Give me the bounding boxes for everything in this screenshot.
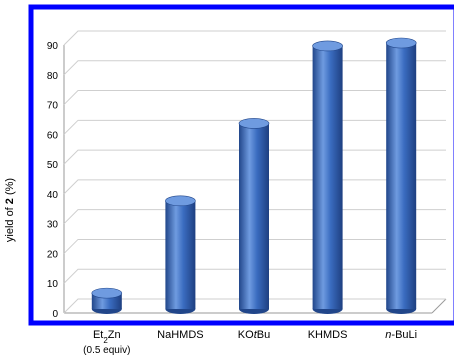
bar-top bbox=[91, 287, 123, 299]
y-tick-label: 0 bbox=[52, 309, 58, 320]
bar-body bbox=[386, 43, 417, 309]
bar bbox=[165, 195, 196, 314]
bar-body bbox=[239, 123, 269, 310]
x-tick-label-line2: (0.5 equiv) bbox=[83, 345, 130, 356]
y-tick-label: 40 bbox=[47, 190, 59, 201]
y-axis-label: yield of 2 (%) bbox=[4, 178, 16, 242]
chart-frame bbox=[28, 4, 454, 326]
y-tick-label: 90 bbox=[47, 41, 59, 52]
bar-top bbox=[238, 118, 270, 129]
x-tick-label: n-BuLi bbox=[385, 329, 417, 341]
y-tick-label: 10 bbox=[47, 279, 59, 290]
y-axis-label-bold: 2 bbox=[4, 198, 16, 204]
floor-right-line bbox=[431, 298, 447, 314]
bar bbox=[312, 40, 343, 314]
bar-body bbox=[165, 200, 196, 309]
x-tick-label: Et2Zn bbox=[93, 329, 121, 345]
y-tick-label: 60 bbox=[47, 130, 59, 141]
y-axis-label-prefix: yield of bbox=[4, 204, 16, 242]
bar-top bbox=[165, 195, 196, 207]
bar bbox=[238, 118, 270, 314]
y-tick-labels: 0 10 20 30 40 50 60 70 80 90 bbox=[47, 41, 59, 320]
y-tick-label: 50 bbox=[47, 160, 59, 171]
bar-body bbox=[312, 45, 343, 309]
bar bbox=[385, 37, 417, 314]
bar bbox=[91, 287, 123, 314]
gridline bbox=[63, 30, 446, 46]
bars bbox=[91, 37, 417, 314]
x-tick-labels: Et2Zn(0.5 equiv) NaHMDS KOtBu KHMDS n-BuLi bbox=[83, 329, 417, 356]
y-tick-label: 70 bbox=[47, 101, 59, 112]
y-tick-label: 20 bbox=[47, 249, 59, 260]
y-axis-label-suffix: (%) bbox=[4, 178, 16, 198]
bar-top bbox=[312, 40, 343, 52]
x-tick-label: KHMDS bbox=[308, 329, 348, 341]
y-tick-label: 30 bbox=[47, 220, 59, 231]
bar-top bbox=[385, 37, 417, 49]
x-tick-label: NaHMDS bbox=[157, 329, 203, 341]
y-tick-label: 80 bbox=[47, 71, 59, 82]
x-tick-label: KOtBu bbox=[238, 329, 270, 341]
